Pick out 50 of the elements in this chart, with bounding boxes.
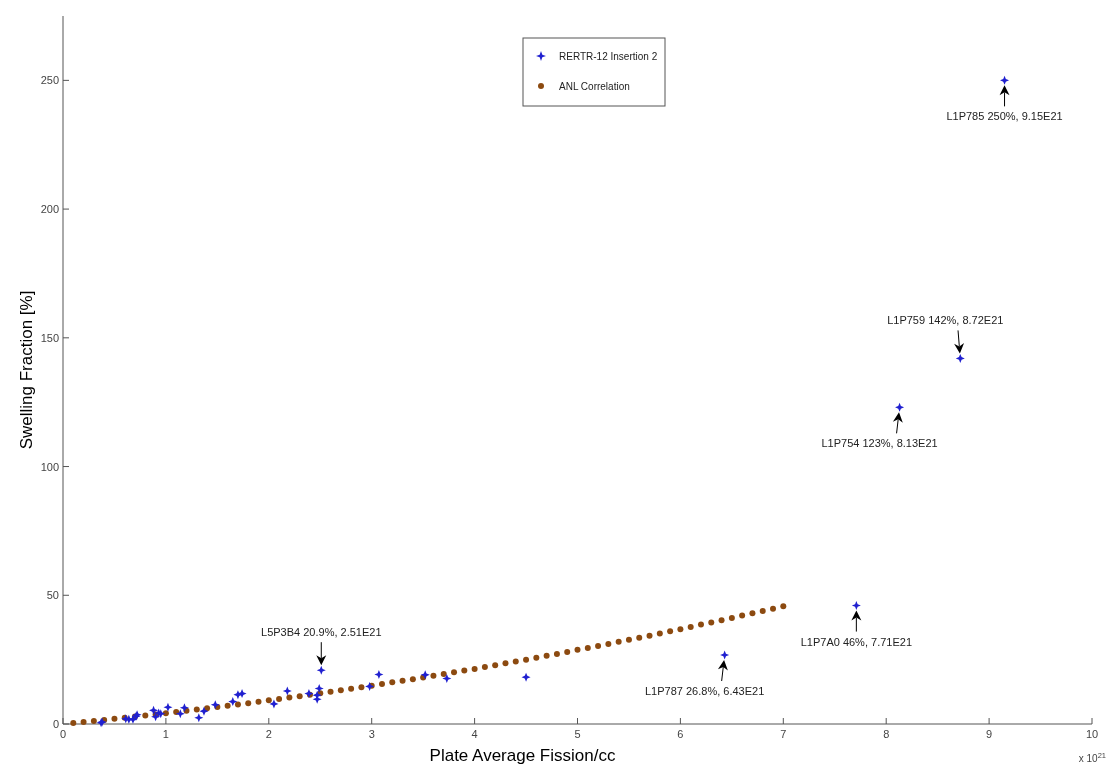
point: [194, 713, 204, 723]
point: [895, 402, 905, 412]
point: [210, 700, 220, 710]
point: [199, 706, 209, 716]
point: [282, 686, 292, 696]
x-tick-label: 10: [1085, 728, 1099, 740]
annotation: L1P754 123%, 8.13E21: [821, 437, 938, 450]
point: [316, 665, 326, 675]
x-tick-label: 8: [883, 728, 890, 740]
point: [269, 699, 279, 709]
x-tick-label: 1: [162, 728, 169, 740]
point: [1000, 75, 1010, 85]
legend-label: RERTR-12 Insertion 2: [559, 51, 658, 62]
point: [374, 670, 384, 680]
point: [314, 683, 324, 693]
x-tick-label: 5: [574, 728, 581, 740]
point: [521, 672, 531, 682]
y-axis-title: Swelling Fraction [%]: [17, 290, 36, 450]
y-tick-label: 100: [40, 460, 59, 473]
x-tick-label: 0: [59, 728, 67, 740]
annotation: L1P787 26.8%, 6.43E21: [645, 685, 765, 697]
point: [151, 712, 161, 722]
point: [163, 702, 173, 712]
point: [955, 353, 965, 363]
point: [851, 601, 861, 611]
x-tick-label: 7: [780, 728, 787, 740]
y-tick-label: 250: [40, 74, 59, 87]
point: [149, 705, 159, 715]
y-tick-label: 50: [46, 589, 59, 602]
x-tick-label: 6: [677, 728, 684, 740]
x-tick-label: 3: [368, 728, 375, 740]
point: [420, 670, 430, 680]
annotation: L1P785 250%, 9.15E21: [946, 110, 1063, 123]
annotation: L1P7A0 46%, 7.71E21: [800, 635, 913, 648]
y-tick-label: 150: [40, 331, 59, 344]
annotation: L1P759 142%, 8.72E21: [887, 314, 1004, 327]
point: [179, 703, 189, 713]
point: [442, 673, 452, 683]
annotation: L5P3B4 20.9%, 2.51E21: [261, 626, 382, 639]
x-tick-label: 2: [265, 728, 272, 740]
x-tick-label: 4: [471, 728, 478, 740]
legend-label: ANL Correlation: [559, 81, 630, 92]
x-tick-label: 9: [986, 728, 993, 740]
point: [720, 650, 730, 660]
point: [175, 709, 185, 719]
point: [228, 697, 238, 707]
y-tick-label: 0: [52, 718, 59, 730]
y-tick-label: 200: [40, 203, 59, 216]
text: x 10$^{21}$: [1078, 750, 1106, 764]
x-axis-title: Plate Average Fission/cc: [429, 746, 616, 765]
